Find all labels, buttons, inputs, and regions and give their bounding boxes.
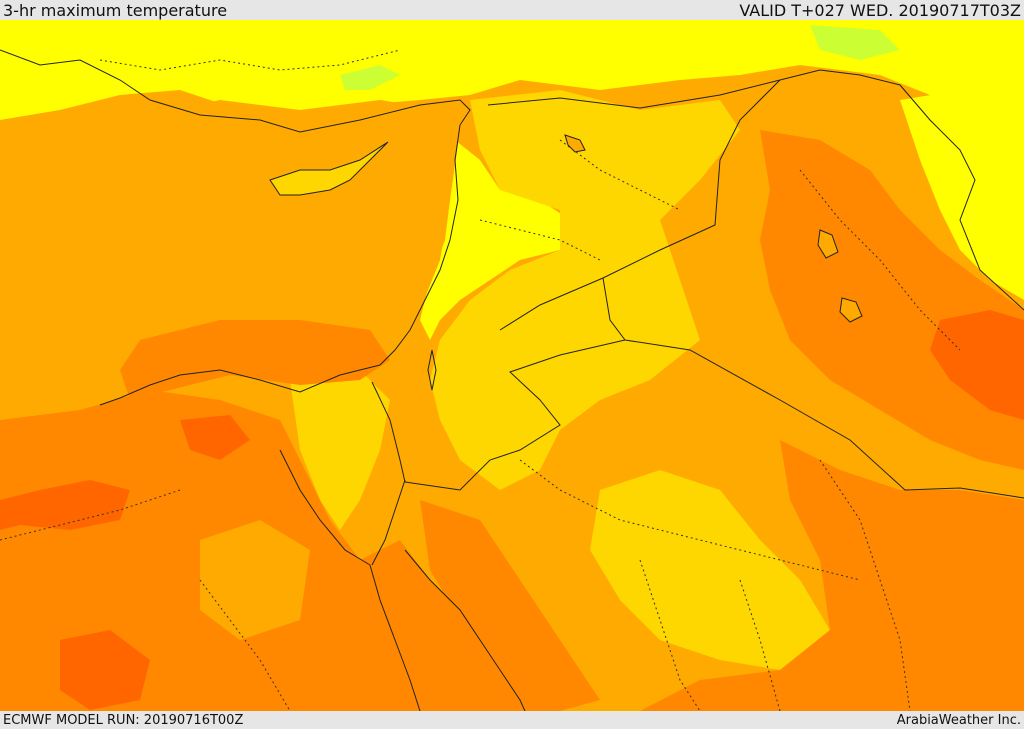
lakes <box>564 134 863 323</box>
border-jordan-iraq <box>602 277 626 341</box>
field-egypt-red-patch-3 <box>60 630 150 710</box>
province-line-6 <box>559 139 681 211</box>
province-line-3 <box>519 459 861 581</box>
province-line-7 <box>799 169 961 351</box>
field-iraq-red-zone <box>930 310 1024 420</box>
lake-2 <box>839 297 863 323</box>
field-egypt-red-patch-2 <box>180 415 250 460</box>
map-footer: ECMWF MODEL RUN: 20190716T00Z ArabiaWeat… <box>0 711 1024 729</box>
field-northeast-yellow <box>900 80 1024 300</box>
temperature-map[interactable] <box>0 20 1024 711</box>
border-turkey-syria <box>487 69 1024 311</box>
border-egypt-israel <box>371 381 406 483</box>
field-sinai-light-orange <box>290 370 390 530</box>
map-header: 3-hr maximum temperature VALID T+027 WED… <box>0 0 1024 20</box>
province-line-10 <box>739 579 781 711</box>
province-line-8 <box>99 49 401 71</box>
coast-redsea-west <box>369 564 421 711</box>
coastlines <box>0 49 526 711</box>
coast-anatolia <box>0 49 471 133</box>
province-line-9 <box>479 219 601 261</box>
field-redsea-coast-orange <box>420 500 600 711</box>
temperature-map-svg <box>0 20 1024 711</box>
field-interior-light-orange <box>430 90 740 490</box>
field-egypt-red-patch-1 <box>0 480 130 530</box>
border-jordan-saudi <box>404 339 626 491</box>
field-green-tint <box>810 25 900 60</box>
national-borders <box>371 69 1024 499</box>
province-line-5 <box>819 459 911 711</box>
credit-label: ArabiaWeather Inc. <box>896 712 1021 728</box>
province-line-1 <box>0 489 181 541</box>
coast-egypt-north <box>99 364 381 406</box>
map-title: 3-hr maximum temperature <box>3 0 228 20</box>
field-egypt-light-patch <box>200 520 310 640</box>
lake-1 <box>817 229 839 259</box>
border-iraq-saudi <box>624 339 1024 499</box>
valid-time: VALID T+027 WED. 20190717T03Z <box>739 0 1021 20</box>
lake-3 <box>564 134 586 153</box>
field-arabia-dark-orange <box>640 440 1024 711</box>
province-borders <box>0 49 961 711</box>
field-green-tint-2 <box>340 65 400 90</box>
field-north-yellow <box>0 20 1024 120</box>
province-line-2 <box>199 579 291 711</box>
field-cyprus <box>269 141 389 196</box>
coast-redsea-east <box>404 549 526 711</box>
border-syria-iraq <box>499 79 781 331</box>
coast-dead-sea <box>427 349 437 391</box>
coast-levant <box>379 124 461 366</box>
coast-gulf-of-aqaba <box>371 479 406 566</box>
field-med-dark-band <box>120 320 390 400</box>
province-line-4 <box>639 559 701 711</box>
coast-gulf-of-suez <box>279 449 371 566</box>
model-run: ECMWF MODEL RUN: 20190716T00Z <box>3 712 244 728</box>
field-south-light-orange <box>590 470 830 670</box>
